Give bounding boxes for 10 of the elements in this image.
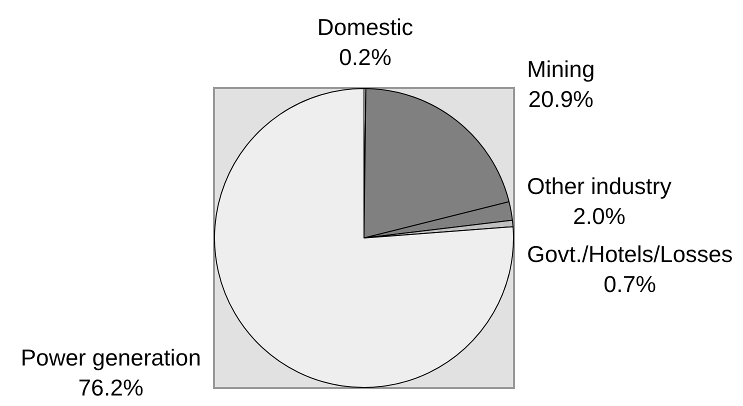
data-label: 76.2% xyxy=(78,374,144,400)
slice-label: Govt./Hotels/Losses xyxy=(527,241,733,268)
slice-label: Power generation xyxy=(20,344,202,370)
data-label: 2.0% xyxy=(573,203,626,230)
data-label: 0.2% xyxy=(339,44,392,70)
slice-label: Other industry xyxy=(526,173,672,200)
slice-label: Mining xyxy=(526,56,595,82)
data-label: 0.7% xyxy=(604,271,656,298)
slice-label: Domestic xyxy=(317,14,414,40)
data-label: 20.9% xyxy=(528,86,594,112)
